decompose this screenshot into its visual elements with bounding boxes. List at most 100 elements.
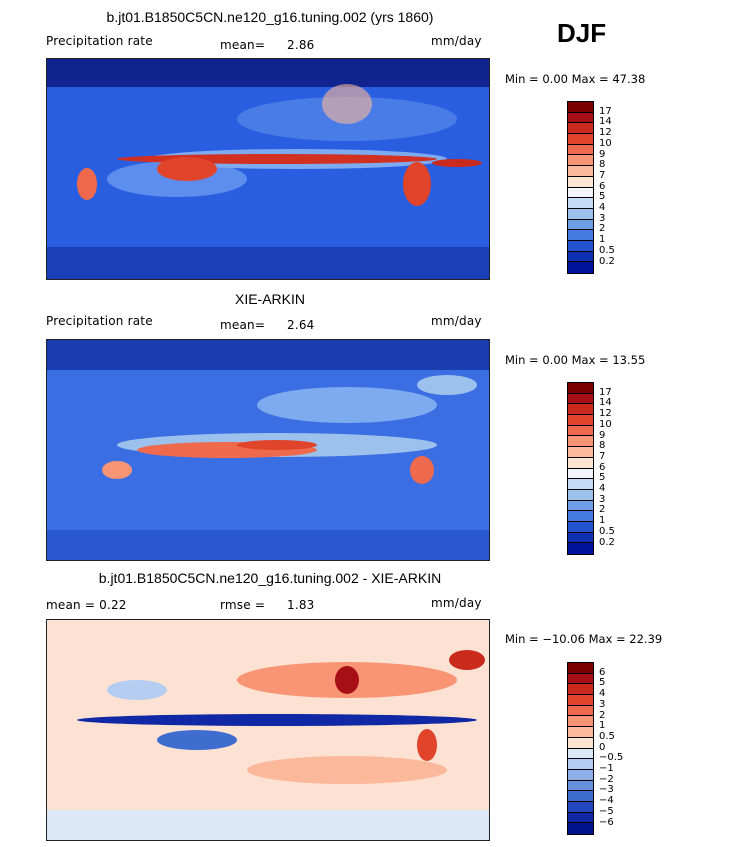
colorbar-tick-label: 12 bbox=[599, 127, 612, 139]
colorbar-swatch bbox=[568, 801, 593, 813]
panel-2-variable-label: Precipitation rate bbox=[46, 314, 153, 328]
panel-2-colorbar bbox=[567, 382, 594, 555]
season-label: DJF bbox=[557, 18, 607, 48]
colorbar-swatch bbox=[568, 457, 593, 469]
colorbar-swatch bbox=[568, 155, 593, 167]
colorbar-swatch bbox=[568, 123, 593, 135]
colorbar-tick-label: 5 bbox=[599, 472, 606, 484]
panel-2-units: mm/day bbox=[431, 314, 482, 328]
colorbar-tick-label: 1 bbox=[599, 720, 606, 732]
colorbar-swatch bbox=[568, 219, 593, 231]
colorbar-tick-label: −0.5 bbox=[599, 752, 624, 764]
colorbar-tick-label: 17 bbox=[599, 386, 612, 398]
colorbar-swatch bbox=[568, 198, 593, 209]
colorbar-swatch bbox=[568, 102, 593, 113]
colorbar-swatch bbox=[568, 230, 593, 241]
colorbar-swatch bbox=[568, 780, 593, 792]
colorbar-tick-label: 17 bbox=[599, 105, 612, 117]
colorbar-tick-label: 4 bbox=[599, 688, 606, 700]
colorbar-tick-label: −1 bbox=[599, 763, 614, 774]
colorbar-tick-label: 5 bbox=[599, 191, 606, 203]
colorbar-swatch bbox=[568, 208, 593, 220]
colorbar-swatch bbox=[568, 748, 593, 760]
colorbar-tick-label: 3 bbox=[599, 212, 606, 224]
panel-2-title: XIE-ARKIN bbox=[234, 291, 305, 307]
colorbar-tick-label: 4 bbox=[599, 483, 606, 494]
colorbar-swatch bbox=[568, 727, 593, 738]
colorbar-tick-label: 9 bbox=[599, 429, 606, 441]
colorbar-tick-label: 7 bbox=[599, 450, 606, 462]
colorbar-tick-label: 0.2 bbox=[599, 536, 615, 548]
colorbar-swatch bbox=[568, 468, 593, 480]
colorbar-tick-label: 1 bbox=[599, 515, 606, 527]
colorbar-tick-label: 6 bbox=[599, 461, 606, 473]
colorbar-tick-label: 10 bbox=[599, 418, 612, 430]
colorbar-tick-label: 8 bbox=[599, 159, 606, 171]
colorbar-swatch bbox=[568, 393, 593, 405]
colorbar-swatch bbox=[568, 187, 593, 199]
colorbar-swatch bbox=[568, 404, 593, 416]
colorbar-tick-label: 2 bbox=[599, 504, 606, 516]
colorbar-tick-label: 3 bbox=[599, 698, 606, 710]
colorbar-swatch bbox=[568, 663, 593, 674]
colorbar-tick-label: 2 bbox=[599, 709, 606, 721]
colorbar-swatch bbox=[568, 500, 593, 512]
colorbar-swatch bbox=[568, 759, 593, 770]
colorbar-tick-label: 4 bbox=[599, 202, 606, 213]
colorbar-swatch bbox=[568, 543, 593, 554]
colorbar-tick-label: 2 bbox=[599, 223, 606, 235]
colorbar-swatch bbox=[568, 812, 593, 824]
panel-1-mean-value: 2.86 bbox=[287, 38, 315, 52]
colorbar-tick-label: 14 bbox=[599, 397, 612, 409]
panel-3-rmse-value: 1.83 bbox=[287, 598, 315, 612]
colorbar-swatch bbox=[568, 673, 593, 685]
colorbar-swatch bbox=[568, 479, 593, 490]
panel-2-minmax: Min = 0.00 Max = 13.55 bbox=[505, 353, 646, 367]
panel-2-mean-value: 2.64 bbox=[287, 318, 315, 332]
colorbar-swatch bbox=[568, 716, 593, 728]
panel-3-units: mm/day bbox=[431, 596, 482, 610]
colorbar-tick-label: 14 bbox=[599, 116, 612, 128]
colorbar-swatch bbox=[568, 791, 593, 802]
panel-1-mean-label: mean= bbox=[220, 38, 266, 52]
panel-2-map bbox=[46, 339, 490, 561]
colorbar-swatch bbox=[568, 383, 593, 394]
colorbar-swatch bbox=[568, 447, 593, 458]
colorbar-swatch bbox=[568, 176, 593, 188]
colorbar-tick-label: 0.5 bbox=[599, 525, 615, 537]
colorbar-swatch bbox=[568, 144, 593, 156]
panel-1-title: b.jt01.B1850C5CN.ne120_g16.tuning.002 (y… bbox=[106, 9, 434, 25]
colorbar-tick-label: 3 bbox=[599, 493, 606, 505]
colorbar-tick-label: 10 bbox=[599, 137, 612, 149]
colorbar-swatch bbox=[568, 425, 593, 437]
colorbar-tick-label: −3 bbox=[599, 784, 614, 796]
colorbar-swatch bbox=[568, 415, 593, 426]
colorbar-tick-label: 0 bbox=[599, 741, 606, 753]
panel-1-map bbox=[46, 58, 490, 280]
colorbar-tick-label: −5 bbox=[599, 805, 614, 817]
panel-3-title: b.jt01.B1850C5CN.ne120_g16.tuning.002 - … bbox=[98, 570, 442, 586]
colorbar-tick-label: 9 bbox=[599, 148, 606, 160]
colorbar-tick-label: 5 bbox=[599, 677, 606, 689]
colorbar-tick-label: 0.5 bbox=[599, 244, 615, 256]
colorbar-swatch bbox=[568, 262, 593, 273]
colorbar-swatch bbox=[568, 134, 593, 145]
colorbar-swatch bbox=[568, 436, 593, 448]
colorbar-swatch bbox=[568, 112, 593, 124]
colorbar-tick-label: 6 bbox=[599, 666, 606, 678]
colorbar-tick-label: −6 bbox=[599, 816, 614, 828]
colorbar-tick-label: 0.2 bbox=[599, 255, 615, 267]
panel-1-minmax: Min = 0.00 Max = 47.38 bbox=[505, 72, 646, 86]
colorbar-swatch bbox=[568, 823, 593, 834]
colorbar-tick-label: 6 bbox=[599, 180, 606, 192]
colorbar-tick-label: −2 bbox=[599, 773, 614, 785]
panel-3-rmse-label: rmse = bbox=[220, 598, 266, 612]
colorbar-swatch bbox=[568, 684, 593, 696]
colorbar-swatch bbox=[568, 737, 593, 749]
colorbar-tick-label: 8 bbox=[599, 440, 606, 452]
colorbar-tick-label: 1 bbox=[599, 234, 606, 246]
panel-3-mean-label: mean = 0.22 bbox=[46, 598, 127, 612]
colorbar-swatch bbox=[568, 769, 593, 781]
colorbar-tick-label: 7 bbox=[599, 169, 606, 181]
panel-3-minmax: Min = −10.06 Max = 22.39 bbox=[505, 632, 663, 646]
